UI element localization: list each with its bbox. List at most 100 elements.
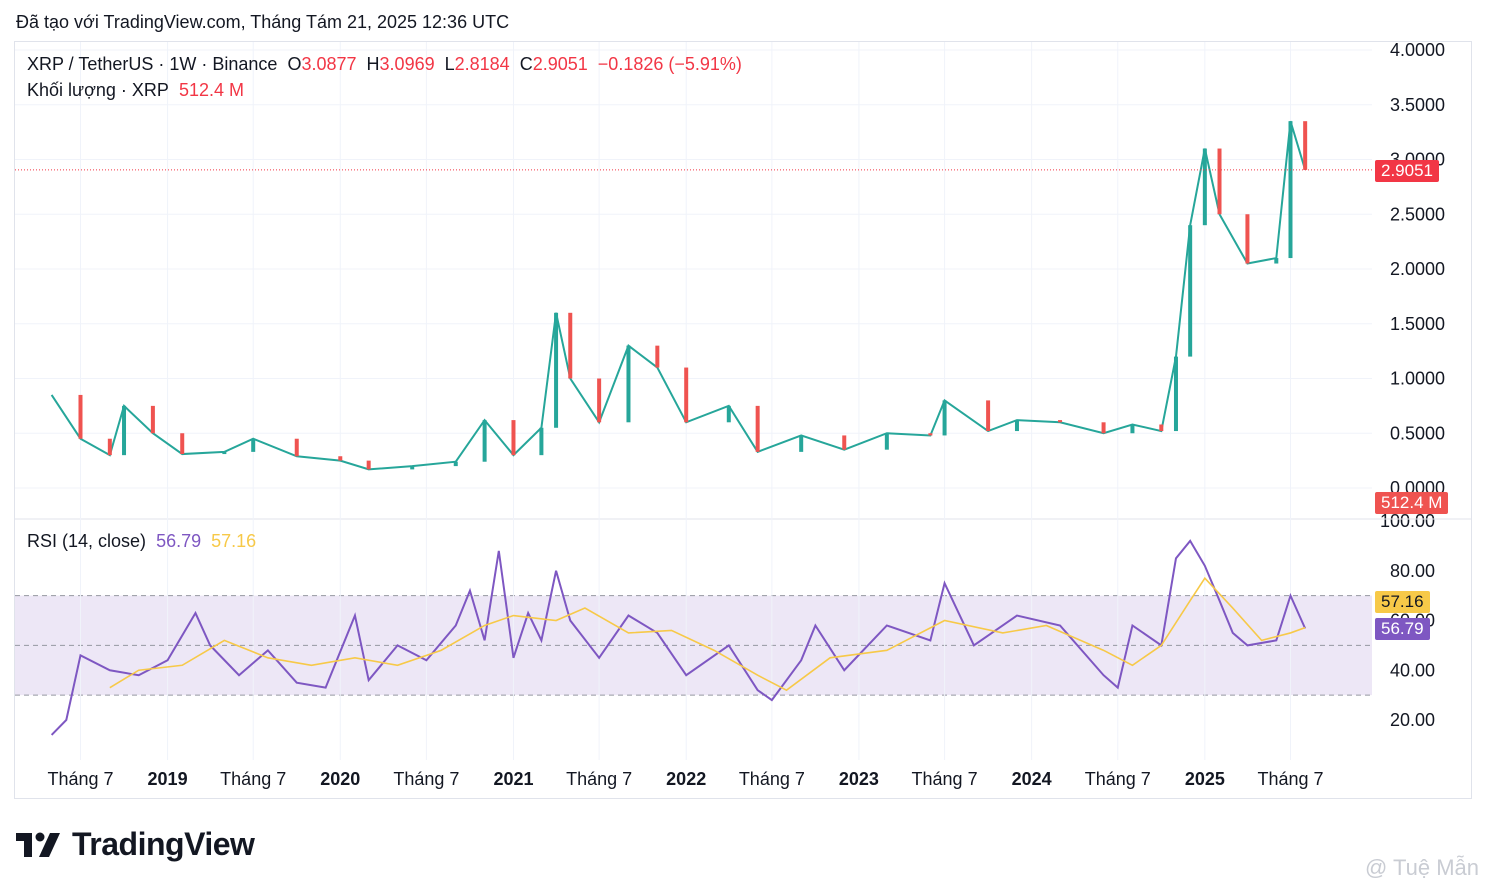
price-candle [1014, 420, 1019, 432]
time-axis-tick: Tháng 7 [912, 769, 978, 789]
volume-label[interactable]: Khối lượng · XRP [27, 80, 169, 100]
tradingview-wordmark: TradingView [72, 826, 255, 862]
price-candle [626, 345, 631, 423]
high-value: 3.0969 [379, 54, 435, 74]
time-axis-tick: Tháng 7 [47, 769, 113, 789]
close-value: 2.9051 [532, 54, 588, 74]
rsi-value: 56.79 [156, 531, 202, 551]
open-value: 3.0877 [301, 54, 357, 74]
price-candle [842, 435, 847, 450]
price-candle [1058, 420, 1063, 423]
time-axis-tick: 2022 [666, 769, 706, 789]
time-axis-tick: 2020 [320, 769, 360, 789]
rsi-axis-tick: 100.00 [1380, 511, 1435, 531]
created-with-caption: Đã tạo với TradingView.com, Tháng Tám 21… [16, 12, 510, 32]
low-value: 2.8184 [454, 54, 510, 74]
price-candle [1130, 424, 1135, 434]
price-candle [222, 451, 227, 455]
price-close-line [50, 120, 1307, 471]
price-candle [78, 394, 83, 439]
open-label: O [287, 54, 302, 74]
time-axis-tick: Tháng 7 [220, 769, 286, 789]
price-candle [366, 460, 371, 470]
time-axis-tick: 2019 [148, 769, 188, 789]
price-candle [1245, 214, 1250, 264]
price-candle [294, 438, 299, 457]
price-candle [1303, 121, 1308, 170]
time-axis-tick: Tháng 7 [566, 769, 632, 789]
time-axis-tick: Tháng 7 [1257, 769, 1323, 789]
price-candle [928, 433, 933, 436]
price-axis-tick: 0.5000 [1390, 423, 1445, 443]
price-axis-tick: 1.5000 [1390, 314, 1445, 334]
author-watermark: @ Tuệ Mẫn [1364, 855, 1479, 880]
price-candle [539, 427, 544, 456]
price-candle [511, 420, 516, 456]
price-candle [726, 405, 731, 423]
price-axis-tick: 3.5000 [1390, 95, 1445, 115]
tradingview-logo-icon [16, 832, 60, 857]
rsi-axis-tick: 80.00 [1390, 561, 1435, 581]
price-candle [122, 405, 127, 456]
price-candle [251, 438, 256, 452]
rsi-tag: 56.79 [1375, 618, 1430, 640]
rsi-ma-value: 57.16 [211, 531, 257, 551]
price-candle [1274, 258, 1279, 264]
price-candle [986, 400, 991, 432]
price-candle [338, 456, 343, 461]
price-legend: XRP / TetherUS · 1W · Binance O3.0877 H3… [27, 54, 742, 75]
low-label: L [444, 54, 455, 74]
price-candle [755, 405, 760, 452]
time-axis-tick: Tháng 7 [1085, 769, 1151, 789]
volume-value: 512.4 M [178, 80, 244, 100]
price-candle [799, 435, 804, 452]
rsi-line [50, 539, 1307, 736]
volume-legend: Khối lượng · XRP 512.4 M [27, 80, 244, 101]
price-candle [597, 378, 602, 423]
price-candle [1159, 424, 1164, 432]
price-candle [942, 400, 947, 436]
rsi-ma-tag: 57.16 [1375, 591, 1430, 613]
time-axis-tick: Tháng 7 [739, 769, 805, 789]
price-candle [684, 367, 689, 423]
price-candle [1188, 225, 1193, 357]
tradingview-logo[interactable]: TradingView [16, 826, 255, 863]
time-axis-tick: 2023 [839, 769, 879, 789]
high-label: H [366, 54, 380, 74]
time-axis-tick: 2021 [493, 769, 533, 789]
price-candle [568, 312, 573, 379]
chart-frame[interactable] [14, 41, 1472, 799]
price-axis-tick: 4.0000 [1390, 40, 1445, 60]
price-candle [1217, 148, 1222, 215]
rsi-legend: RSI (14, close) 56.79 57.16 [27, 531, 256, 552]
price-axis-tick: 1.0000 [1390, 369, 1445, 389]
close-label: C [519, 54, 533, 74]
symbol-label[interactable]: XRP / TetherUS · 1W · Binance [27, 54, 278, 74]
price-candle [1202, 148, 1207, 226]
time-axis-tick: Tháng 7 [393, 769, 459, 789]
rsi-ma-line [109, 576, 1306, 692]
change-value: −0.1826 (−5.91%) [597, 54, 742, 74]
time-axis-tick: 2025 [1185, 769, 1225, 789]
rsi-axis-tick: 20.00 [1390, 710, 1435, 730]
price-candle [410, 466, 415, 470]
time-axis-tick: 2024 [1012, 769, 1052, 789]
price-candle [1288, 121, 1293, 259]
price-candle [453, 461, 458, 467]
price-axis-tick: 2.0000 [1390, 259, 1445, 279]
price-candle [150, 405, 155, 434]
price-candle [554, 312, 559, 428]
rsi-label[interactable]: RSI (14, close) [27, 531, 147, 551]
price-axis-tick: 2.5000 [1390, 204, 1445, 224]
price-candle [884, 433, 889, 450]
price-candle [107, 438, 112, 456]
last-price-tag: 2.9051 [1375, 160, 1439, 182]
price-candle [482, 420, 487, 462]
price-candle [1173, 356, 1178, 432]
price-candle [1101, 422, 1106, 434]
rsi-axis-tick: 40.00 [1390, 660, 1435, 680]
price-candle [180, 433, 185, 455]
price-candle [655, 345, 660, 368]
last-volume-tag: 512.4 M [1375, 492, 1449, 514]
